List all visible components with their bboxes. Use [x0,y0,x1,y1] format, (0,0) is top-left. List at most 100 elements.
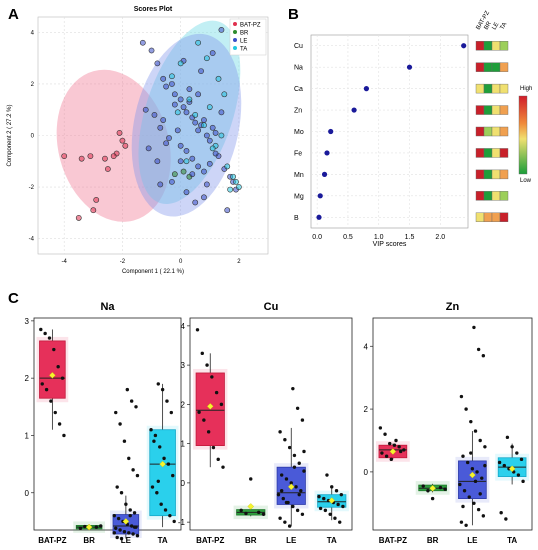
data-point [497,460,502,465]
data-point [458,482,462,487]
data-point [43,331,47,336]
data-point [119,491,124,495]
category-label: BAT-PZ [38,536,66,545]
data-point [78,155,85,162]
data-point [278,430,282,434]
data-point [230,173,236,180]
legend-marker [233,46,237,50]
data-point [323,508,328,513]
data-point [438,485,443,490]
data-point [322,496,326,501]
data-point [195,127,202,134]
data-point [171,473,175,478]
element-label: B [294,215,299,222]
data-point [135,534,140,538]
data-point [481,514,486,518]
data-point [470,467,475,471]
data-point [171,171,178,178]
data-point [174,109,181,116]
data-point [218,26,225,33]
x-tick-label: 2.0 [435,234,445,241]
boxplot-cu: Cu 4 3 2 1 0 -1 BAT-PZ BR LE TA [178,301,353,545]
data-point [128,513,132,518]
data-point [128,508,132,512]
element-label: Zn [294,108,302,115]
x-tick-label: 0 [179,259,183,265]
data-point [135,473,140,478]
data-point [195,328,200,332]
data-point [338,520,342,524]
data-point [99,524,103,528]
data-point [203,55,210,62]
mean-marker [389,448,397,455]
data-point [483,463,487,468]
data-point [192,119,199,126]
data-point [201,168,207,175]
y-tick-label: 2 [364,405,369,414]
data-point [177,96,184,103]
data-point [134,405,138,409]
data-point [336,502,340,507]
heatmap-column-label: LE [492,22,501,31]
data-point [132,525,137,529]
mean-marker [469,471,476,479]
y-tick-label: 1 [25,431,30,440]
data-point [183,158,190,165]
data-point [197,410,201,414]
data-point [154,60,161,67]
data-point [118,422,122,426]
data-point [118,528,122,532]
panel-label-a: A [8,6,19,23]
data-point [94,525,99,529]
data-point [473,479,478,484]
confidence-ellipse [138,20,241,204]
data-point [328,512,332,516]
data-point [218,132,225,139]
mean-marker [122,518,130,525]
data-point [325,473,329,477]
y-tick-label: -1 [178,518,186,527]
boxplot-title: Cu [264,301,279,313]
data-point [464,407,468,411]
data-point [166,135,172,141]
data-point [160,387,165,392]
data-point [125,387,130,392]
y-tick-label: 2 [25,374,30,383]
data-point [202,418,206,422]
data-point [177,158,184,165]
box [149,429,176,517]
x-tick-label: -4 [62,259,68,265]
mean-marker [287,483,295,491]
data-point [430,496,435,501]
category-label: BR [427,536,439,545]
data-point [83,524,87,529]
data-point [57,422,62,426]
color-scale-low: Low [520,178,532,184]
data-point [278,516,282,520]
mean-marker [429,484,436,492]
data-point [49,399,53,403]
data-point [276,492,281,497]
data-point [284,500,289,505]
y-tick-label: 0 [181,479,186,488]
data-point [289,481,293,485]
data-point [154,158,161,165]
data-point [480,476,484,480]
data-point [110,153,117,160]
data-point [292,465,297,469]
data-point [40,382,44,386]
data-point [257,510,261,515]
data-point [333,516,337,520]
x-tick-label: 1.0 [374,234,384,241]
data-point [478,438,482,443]
data-point [165,399,169,403]
mean-marker [159,460,166,468]
data-point [461,504,465,509]
confidence-ellipse [56,69,171,222]
plot-area [310,34,469,229]
data-point [244,511,248,516]
data-point [114,410,118,415]
data-point [183,109,190,116]
data-point [104,166,111,172]
